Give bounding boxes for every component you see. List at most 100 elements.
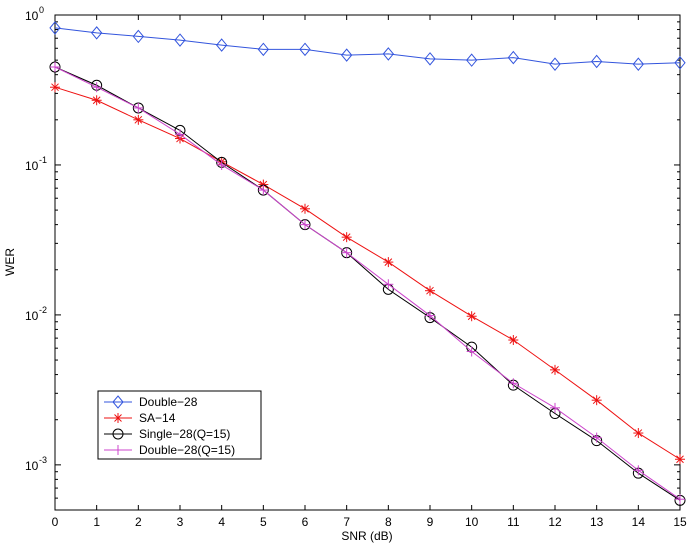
legend-label: Double−28 <box>139 395 198 409</box>
data-point <box>550 364 560 375</box>
y-tick-label-base: 10 <box>25 9 39 23</box>
legend-label: Double−28(Q=15) <box>139 443 235 457</box>
x-tick-label: 10 <box>465 515 479 529</box>
data-point <box>383 279 394 290</box>
data-point <box>466 346 477 357</box>
legend-entry: Double−28(Q=15) <box>104 443 235 457</box>
x-axis-label: SNR (dB) <box>341 529 392 543</box>
data-point <box>257 42 269 57</box>
series-line <box>54 66 681 500</box>
legend-entry: Single−28(Q=15) <box>104 427 230 441</box>
data-point <box>341 48 353 62</box>
data-point <box>507 50 519 65</box>
series-layer <box>49 21 686 506</box>
data-point <box>133 102 144 113</box>
data-point <box>424 52 436 66</box>
data-point <box>508 335 519 346</box>
data-point <box>91 82 102 93</box>
y-tick-label-exponent: 0 <box>39 5 44 15</box>
data-point <box>633 428 644 439</box>
data-point <box>549 57 561 71</box>
data-point <box>174 33 186 47</box>
data-point <box>591 54 603 69</box>
x-tick-label: 14 <box>632 515 646 529</box>
x-tick-label: 12 <box>548 515 562 529</box>
y-tick-label-base: 10 <box>25 459 39 473</box>
y-tick-label-exponent: -3 <box>39 455 47 465</box>
legend-marker <box>113 445 123 455</box>
legend-entry: SA−14 <box>104 411 176 425</box>
series-0 <box>49 21 686 71</box>
x-tick-label: 7 <box>343 515 350 529</box>
y-tick-label: 10 -3 <box>25 455 47 473</box>
y-tick-label-base: 10 <box>25 159 39 173</box>
x-axis-ticks: 0 1 2 3 4 5 6 7 8 9 10 11 12 13 14 15 <box>52 15 687 529</box>
data-point <box>591 395 602 406</box>
data-point <box>674 56 686 70</box>
data-point <box>675 454 685 465</box>
data-point <box>383 257 394 268</box>
y-tick-label-exponent: -2 <box>39 305 47 315</box>
legend-label: SA−14 <box>139 411 176 425</box>
data-point <box>50 82 60 93</box>
data-point <box>466 53 478 67</box>
legend-marker <box>112 428 124 440</box>
data-point <box>633 465 644 476</box>
data-point <box>341 232 352 243</box>
data-point <box>300 203 310 214</box>
data-point <box>91 95 102 106</box>
data-point <box>216 159 227 170</box>
data-point <box>632 57 644 71</box>
x-tick-label: 4 <box>218 515 225 529</box>
legend-label: Single−28(Q=15) <box>139 427 230 441</box>
data-point <box>91 26 103 40</box>
data-point <box>550 402 560 413</box>
series-3 <box>50 62 685 505</box>
series-line <box>54 86 681 460</box>
series-line <box>54 27 681 65</box>
data-point <box>300 219 310 230</box>
series-1 <box>50 82 685 465</box>
data-point <box>382 47 394 61</box>
y-tick-label: 10 -1 <box>25 155 47 173</box>
data-point <box>425 310 435 321</box>
x-tick-label: 11 <box>507 515 520 529</box>
x-tick-label: 15 <box>673 515 687 529</box>
data-point <box>425 285 435 296</box>
y-tick-label: 10 -2 <box>25 305 47 323</box>
x-tick-label: 1 <box>93 515 100 529</box>
data-point <box>675 494 685 505</box>
data-point <box>258 179 269 190</box>
legend-entry: Double−28 <box>104 395 198 409</box>
y-tick-label-exponent: -1 <box>39 155 47 165</box>
x-tick-label: 5 <box>260 515 267 529</box>
data-point <box>508 378 519 389</box>
x-tick-label: 9 <box>427 515 434 529</box>
x-tick-label: 0 <box>52 515 59 529</box>
x-tick-label: 3 <box>177 515 184 529</box>
data-point <box>258 185 269 196</box>
x-tick-label: 2 <box>135 515 142 529</box>
legend: Double−28 SA−14 Single−28(Q=15) Double−28(Q… <box>97 390 262 460</box>
data-point <box>49 21 61 35</box>
series-line <box>54 66 681 501</box>
data-point <box>216 38 228 52</box>
data-point <box>299 42 311 57</box>
data-point <box>591 432 602 443</box>
y-tick-label: 10 0 <box>25 5 44 23</box>
x-tick-label: 13 <box>590 515 604 529</box>
data-point <box>132 29 144 44</box>
data-point <box>50 62 60 73</box>
data-point <box>341 247 352 258</box>
legend-marker <box>113 413 123 423</box>
data-point <box>175 129 185 140</box>
x-tick-label: 8 <box>385 515 392 529</box>
y-tick-label-base: 10 <box>25 309 39 323</box>
data-point <box>133 114 144 125</box>
y-axis-label: WER <box>3 248 17 276</box>
data-point <box>466 311 477 322</box>
x-tick-label: 6 <box>302 515 309 529</box>
legend-marker <box>112 395 124 409</box>
